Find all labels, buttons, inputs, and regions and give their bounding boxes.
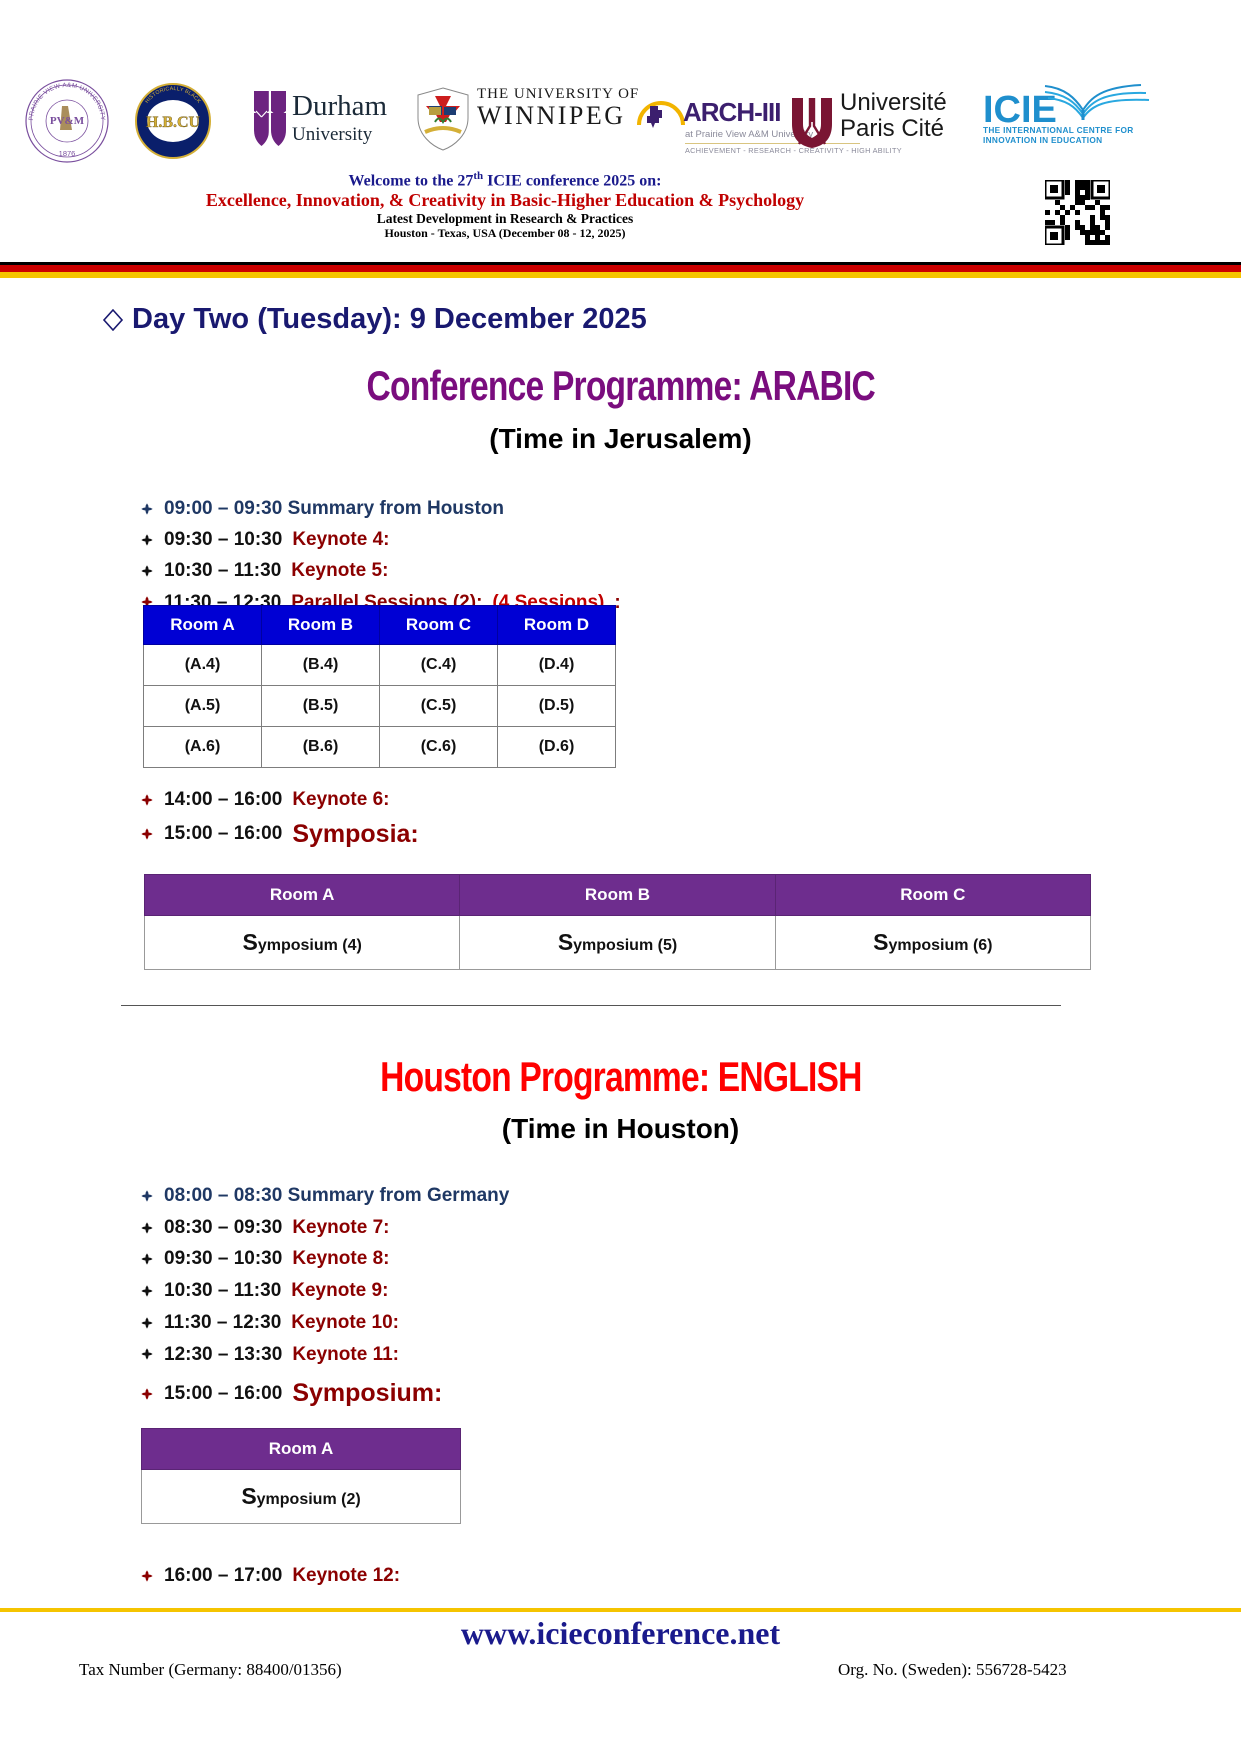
- svg-text:PV&M: PV&M: [50, 115, 85, 127]
- svg-text:INNOVATION IN EDUCATION: INNOVATION IN EDUCATION: [983, 135, 1102, 145]
- svg-text:THE INTERNATIONAL CENTRE FOR: THE INTERNATIONAL CENTRE FOR: [983, 125, 1134, 135]
- svg-text:1876: 1876: [59, 149, 76, 158]
- svg-text:H.B.CU: H.B.CU: [146, 114, 201, 131]
